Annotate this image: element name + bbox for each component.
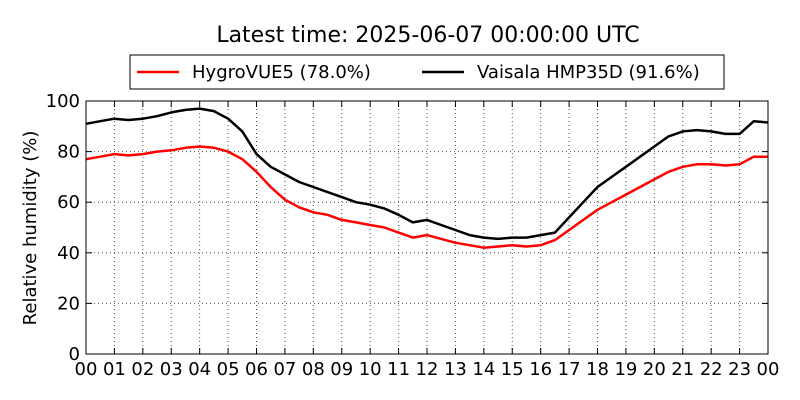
- x-tick-label: 15: [501, 359, 524, 380]
- y-tick-labels: 0 20 40 60 80 100: [46, 91, 80, 365]
- y-tick-label: 80: [57, 142, 80, 163]
- ticks: [85, 100, 769, 355]
- x-tick-label: 20: [643, 359, 666, 380]
- x-tick-label: 05: [217, 359, 240, 380]
- x-tick-label: 13: [444, 359, 467, 380]
- x-tick-label: 17: [558, 359, 581, 380]
- x-tick-label: 00: [757, 359, 780, 380]
- x-tick-label: 10: [359, 359, 382, 380]
- x-tick-label: 22: [700, 359, 723, 380]
- y-tick-label: 40: [57, 243, 80, 264]
- x-tick-label: 11: [387, 359, 410, 380]
- y-axis-label: Relative humidity (%): [20, 131, 41, 326]
- chart-title: Latest time: 2025-06-07 00:00:00 UTC: [216, 23, 639, 48]
- y-tick-label: 60: [57, 192, 80, 213]
- x-tick-label: 14: [472, 359, 495, 380]
- series-line-hygrovue5: [85, 145, 768, 249]
- x-tick-label: 07: [273, 359, 296, 380]
- x-tick-label: 19: [614, 359, 637, 380]
- series-layer: [85, 107, 769, 249]
- series-line-vaisala: [85, 107, 769, 241]
- y-tick-label: 100: [46, 91, 80, 112]
- x-tick-label: 00: [75, 359, 98, 380]
- x-tick-label: 06: [245, 359, 268, 380]
- x-tick-label: 18: [586, 359, 609, 380]
- x-tick-label: 09: [330, 359, 353, 380]
- x-tick-label: 04: [188, 359, 211, 380]
- y-tick-label: 20: [57, 293, 80, 314]
- x-tick-label: 08: [302, 359, 325, 380]
- x-tick-label: 03: [160, 359, 183, 380]
- x-tick-label: 12: [416, 359, 439, 380]
- legend-label-hygrovue5: HygroVUE5 (78.0%): [192, 62, 371, 83]
- legend-label-vaisala: Vaisala HMP35D (91.6%): [477, 62, 700, 83]
- grid: [86, 101, 768, 354]
- x-tick-label: 21: [671, 359, 694, 380]
- legend: HygroVUE5 (78.0%) Vaisala HMP35D (91.6%): [129, 54, 725, 90]
- y-tick-label: 0: [69, 344, 80, 365]
- x-tick-labels: 00 01 02 03 04 05 06 07 08 09 10 11 12 13 14 15 16 17 18 19…: [75, 359, 780, 380]
- x-tick-label: 01: [103, 359, 126, 380]
- x-tick-label: 02: [131, 359, 154, 380]
- x-tick-label: 23: [728, 359, 751, 380]
- x-tick-label: 16: [529, 359, 552, 380]
